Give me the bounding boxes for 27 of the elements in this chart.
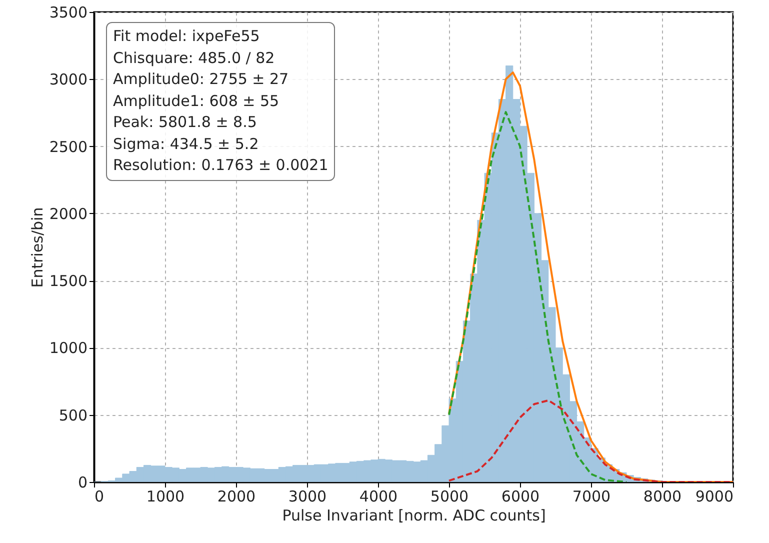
x-tick-label: 4000 xyxy=(359,488,398,506)
y-axis-title: Entries/bin xyxy=(28,207,46,288)
x-tick-label: 2000 xyxy=(217,488,256,506)
y-tick-label: 1500 xyxy=(49,272,88,290)
y-tick-label: 0 xyxy=(78,474,88,492)
x-tick-label: 8000 xyxy=(643,488,682,506)
x-tick-label: 0 xyxy=(94,488,104,506)
annotation: Fit model: ixpeFe55 xyxy=(113,26,261,47)
x-axis-title: Pulse Invariant [norm. ADC counts] xyxy=(282,506,546,524)
y-tick-label: 3000 xyxy=(49,70,88,89)
annotation: Chisquare: 485.0 / 82 xyxy=(113,48,276,68)
y-tick-label: 2000 xyxy=(49,204,88,223)
y-tick-label: 2500 xyxy=(49,138,88,156)
x-tick-label: 1000 xyxy=(146,488,185,506)
x-tick-label: 6000 xyxy=(501,488,540,506)
annotation: Resolution: 0.1763 ± 0.0021 xyxy=(113,155,328,176)
annotation: Peak: 5801.8 ± 8.5 xyxy=(113,112,258,133)
y-tick-label: 3500 xyxy=(49,4,88,22)
y-tick-label: 500 xyxy=(58,406,88,424)
annotation: Sigma: 434.5 ± 5.2 xyxy=(113,134,260,154)
annotation: Amplitude0: 2755 ± 27 xyxy=(113,69,290,90)
x-tick-label: 5000 xyxy=(430,488,469,506)
x-tick-label: 7000 xyxy=(572,488,611,506)
y-tick-label: 1000 xyxy=(49,339,88,358)
x-tick-label: 9000 xyxy=(695,488,734,506)
x-tick-label: 3000 xyxy=(288,488,327,506)
annotation: Amplitude1: 608 ± 55 xyxy=(113,90,280,112)
